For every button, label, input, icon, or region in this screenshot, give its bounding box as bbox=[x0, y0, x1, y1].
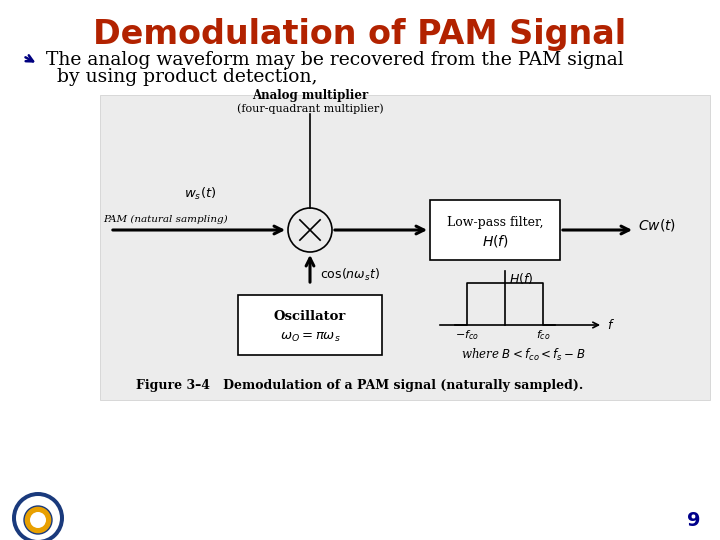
Text: Low-pass filter,: Low-pass filter, bbox=[446, 217, 544, 230]
Text: $\cos(n\omega_s t)$: $\cos(n\omega_s t)$ bbox=[320, 267, 380, 283]
Bar bbox=[238, 295, 382, 355]
Text: The analog waveform may be recovered from the PAM signal: The analog waveform may be recovered fro… bbox=[46, 51, 624, 69]
Text: where $B < f_{co} < f_s - B$: where $B < f_{co} < f_s - B$ bbox=[461, 347, 585, 363]
Text: $H(f)$: $H(f)$ bbox=[509, 271, 534, 286]
Text: Analog multiplier: Analog multiplier bbox=[252, 89, 368, 102]
Circle shape bbox=[12, 492, 64, 540]
Circle shape bbox=[30, 512, 46, 528]
Text: (four-quadrant multiplier): (four-quadrant multiplier) bbox=[237, 104, 383, 114]
Text: PAM (natural sampling): PAM (natural sampling) bbox=[103, 215, 228, 224]
Text: $w_s(t)$: $w_s(t)$ bbox=[184, 186, 216, 202]
Circle shape bbox=[16, 496, 60, 540]
Circle shape bbox=[24, 506, 52, 534]
Bar bbox=[100, 95, 710, 400]
Text: $-f_{co}$: $-f_{co}$ bbox=[455, 328, 479, 342]
Text: Demodulation of PAM Signal: Demodulation of PAM Signal bbox=[94, 18, 626, 51]
Text: by using product detection,: by using product detection, bbox=[57, 68, 318, 86]
Bar bbox=[430, 200, 560, 260]
Text: 9: 9 bbox=[686, 511, 700, 530]
Text: Oscillator: Oscillator bbox=[274, 309, 346, 322]
Text: $f$: $f$ bbox=[607, 318, 615, 332]
Text: $H(f)$: $H(f)$ bbox=[482, 233, 508, 249]
Text: Figure 3–4   Demodulation of a PAM signal (naturally sampled).: Figure 3–4 Demodulation of a PAM signal … bbox=[136, 379, 584, 392]
Text: $\omega_O = \pi\omega_s$: $\omega_O = \pi\omega_s$ bbox=[279, 330, 341, 343]
Text: $Cw(t)$: $Cw(t)$ bbox=[638, 217, 676, 233]
Text: $f_{co}$: $f_{co}$ bbox=[536, 328, 550, 342]
